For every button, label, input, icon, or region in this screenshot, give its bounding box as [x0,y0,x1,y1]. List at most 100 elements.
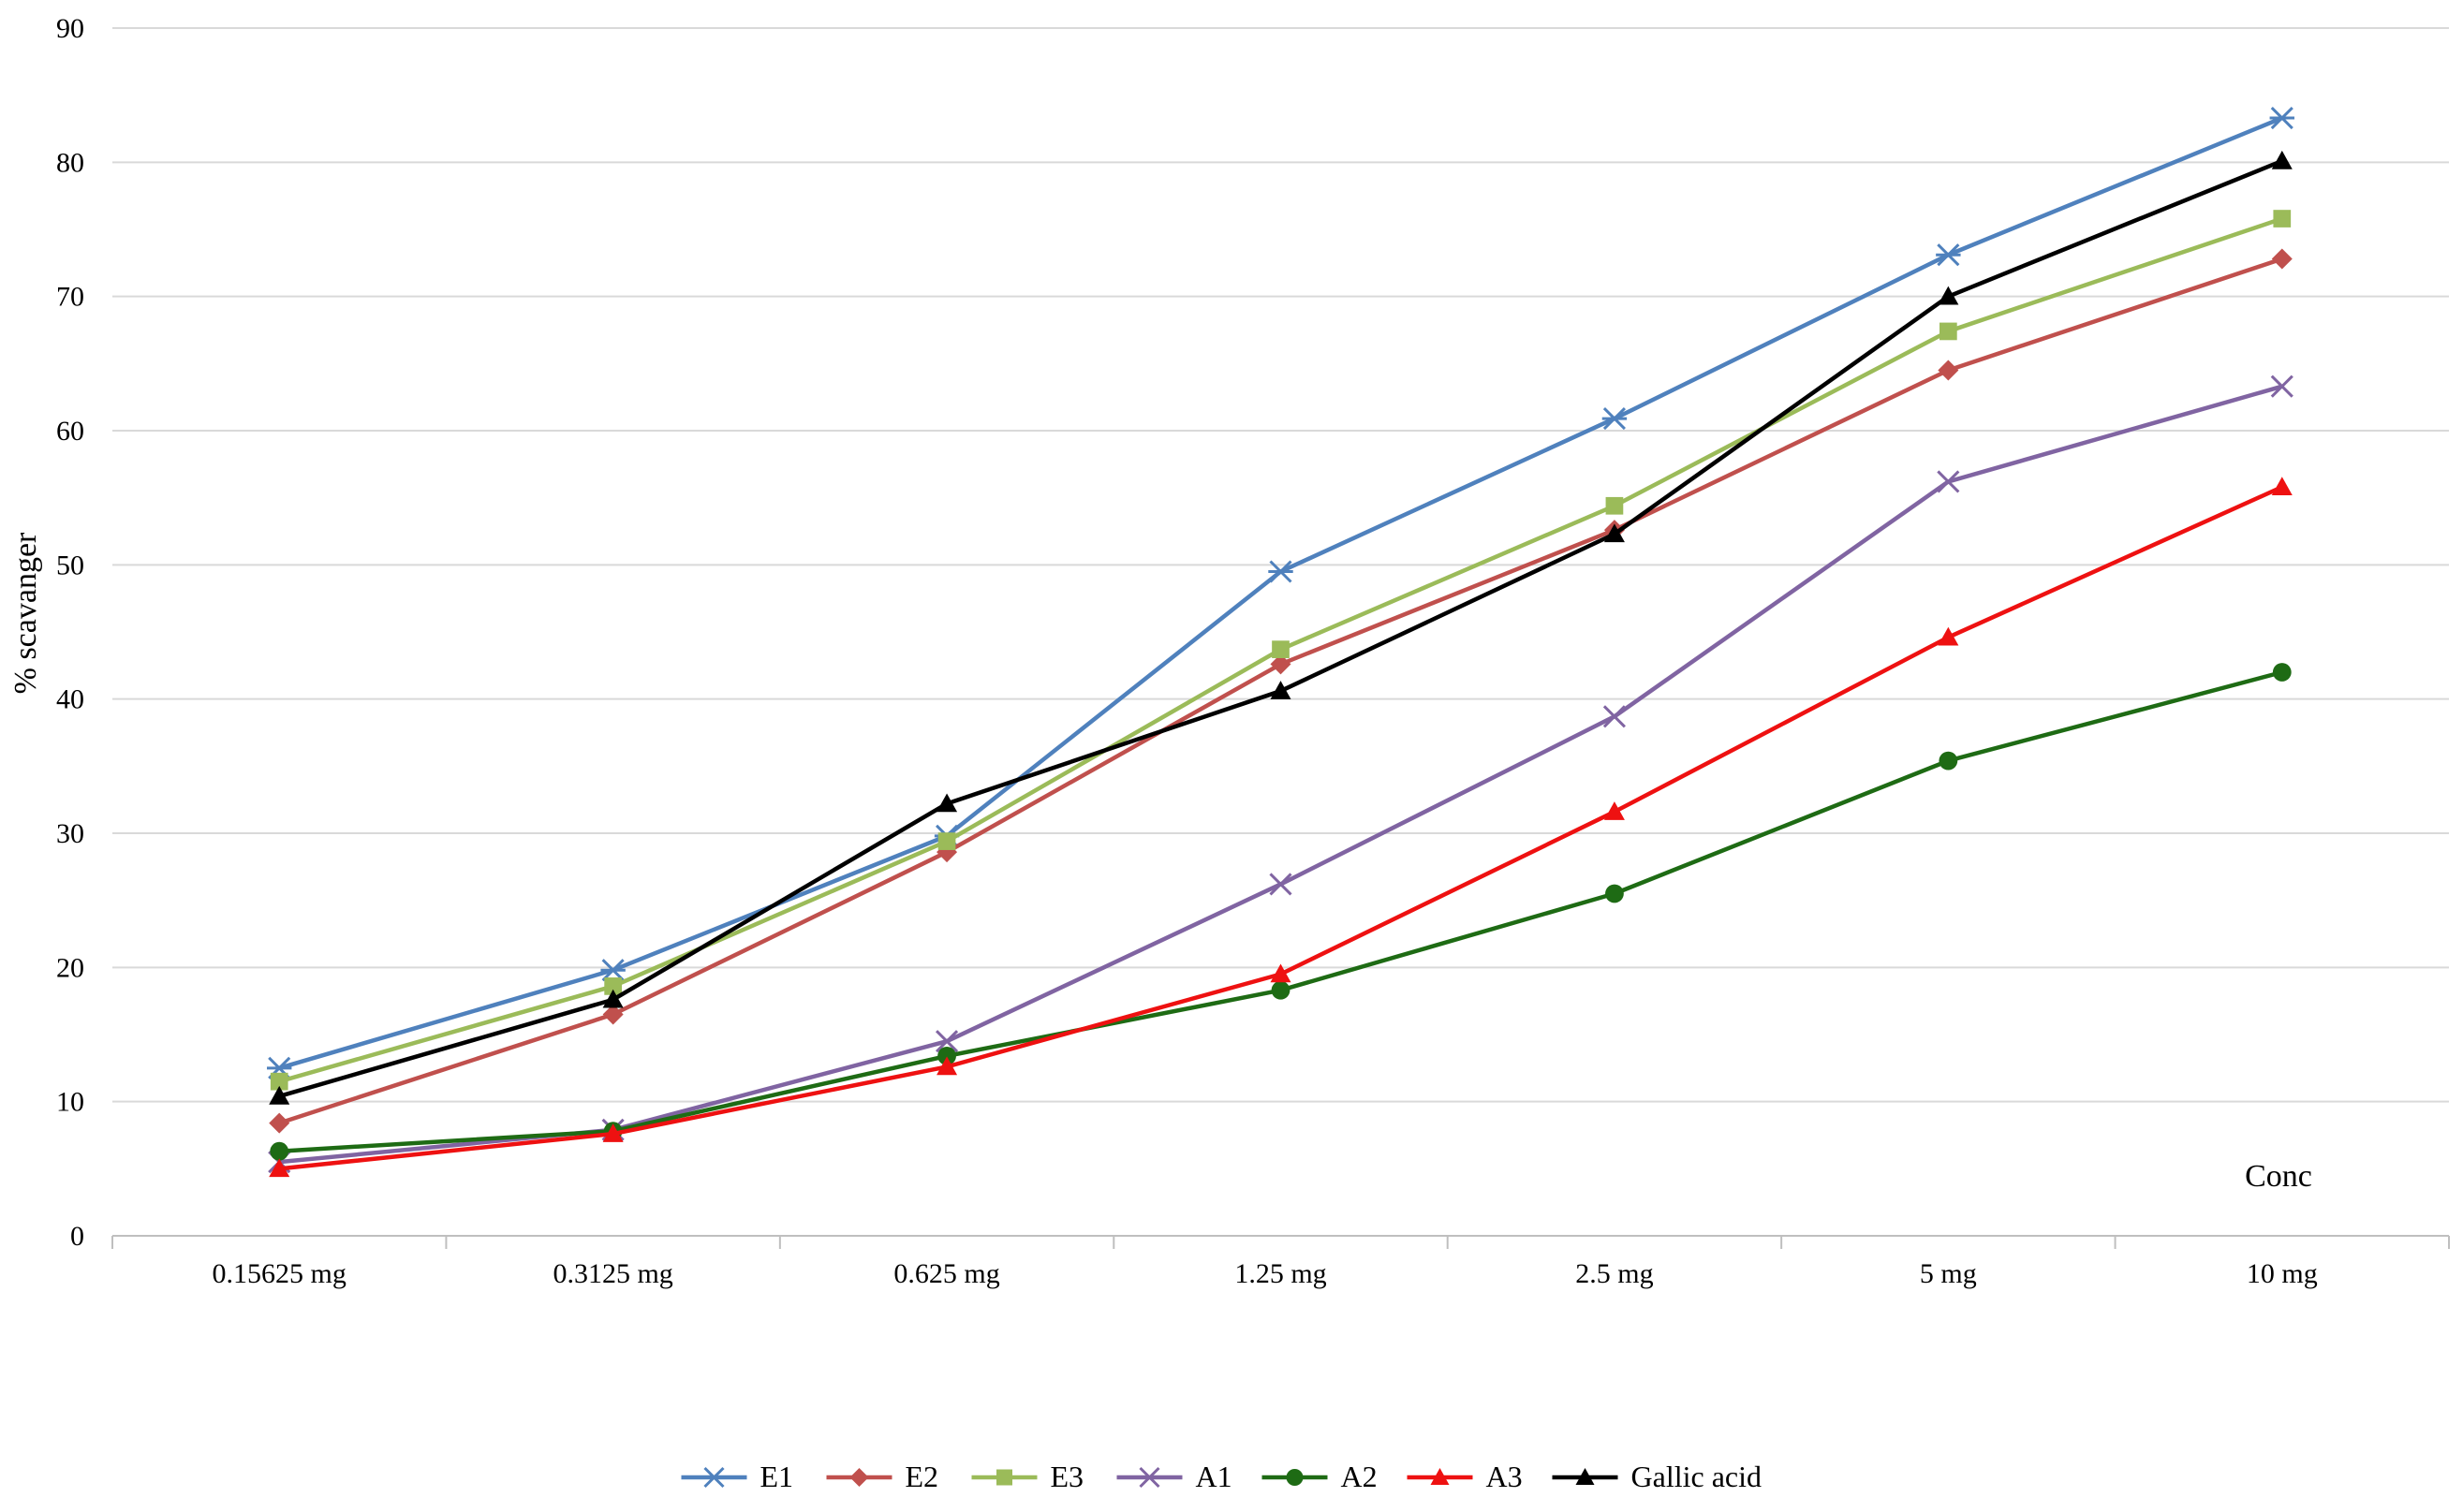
legend-label: A2 [1341,1460,1378,1493]
data-point [1270,653,1291,675]
data-point [269,1112,290,1134]
data-point [1939,322,1957,341]
data-point [1938,626,1959,646]
data-point [269,1158,290,1178]
data-point [602,989,624,1008]
data-point [1603,523,1625,543]
data-point [1939,751,1958,771]
series-gallic-acid [269,150,2293,1105]
data-point [1272,640,1290,658]
legend-item-a3: A3 [1407,1460,1523,1493]
axes: 0 10 20 30 40 50 60 70 80 90 0.15625 mg 0.3125 mg 0.… [56,13,2450,1289]
y-tick-label: 30 [56,818,84,849]
y-tick-label: 40 [56,684,84,715]
data-point [1286,1469,1304,1486]
series-a2 [270,663,2292,1161]
legend-item-e2: E2 [826,1460,939,1493]
data-point [702,1466,726,1489]
data-point [2271,150,2293,169]
x-tick-label: 0.625 mg [893,1258,999,1289]
data-point [1936,243,1961,267]
data-point [1603,801,1625,820]
data-point [602,1004,624,1025]
data-point [937,1056,958,1076]
legend: E1 E2 E3 A1 A2 A3 Gallic acid [681,1460,1762,1493]
series-a1 [268,374,2293,1174]
series-e2 [269,248,2293,1134]
axis-labels: % scavanger Conc [8,532,2312,1194]
data-point [269,1085,290,1105]
data-point [1605,496,1624,515]
data-point [1605,884,1624,903]
x-axis-title: Conc [2245,1159,2312,1194]
series-lines [267,106,2294,1178]
data-point [1139,1466,1160,1489]
data-point [2271,248,2293,270]
series-line [278,115,2283,1070]
y-axis-title: % scavanger [8,532,43,694]
data-point [1270,963,1291,983]
data-point [1268,560,1293,583]
x-tick-label: 0.3125 mg [553,1258,672,1289]
x-tick-label: 2.5 mg [1575,1258,1653,1289]
x-tick-label: 5 mg [1920,1258,1977,1289]
y-tick-label: 0 [70,1221,84,1252]
data-point [1602,705,1626,728]
data-point [2273,210,2292,228]
data-point [604,977,622,995]
y-tick-label: 20 [56,952,84,983]
data-point [1938,286,1959,305]
data-point [2269,106,2294,130]
data-point [1575,1468,1595,1485]
data-point [602,1123,624,1142]
y-tick-label: 90 [56,13,84,44]
gridlines [112,27,2449,1103]
data-point [937,832,956,850]
legend-label: A1 [1196,1460,1232,1493]
data-point [937,793,958,813]
legend-label: E2 [906,1460,939,1493]
data-point [1271,980,1290,1000]
data-point [1938,360,1959,381]
data-point [2271,477,2293,495]
data-point [2272,663,2292,682]
data-point [270,1141,289,1161]
data-point [1270,681,1291,699]
y-tick-label: 70 [56,282,84,313]
series-e1 [267,106,2294,1079]
legend-label: A3 [1486,1460,1523,1493]
series-line [278,485,2283,1171]
legend-label: Gallic acid [1631,1460,1762,1493]
data-point [849,1468,869,1487]
data-point [936,1030,959,1053]
x-tick-label: 1.25 mg [1234,1258,1326,1289]
data-point [1430,1468,1450,1485]
y-tick-label: 80 [56,147,84,178]
data-point [996,1469,1012,1486]
data-point [270,1072,288,1091]
series-a3 [269,477,2293,1178]
data-point [1269,873,1292,896]
y-tick-label: 10 [56,1087,84,1118]
legend-label: E1 [760,1460,794,1493]
x-tick-label: 0.15625 mg [213,1258,347,1289]
series-e3 [270,210,2292,1091]
legend-item-e3: E3 [971,1460,1084,1493]
data-point [600,959,626,982]
y-tick-label: 60 [56,416,84,447]
data-point [1601,407,1628,431]
legend-item-e1: E1 [681,1460,794,1493]
data-point [1937,470,1960,493]
x-tick-label: 10 mg [2247,1258,2318,1289]
legend-item-gallic-acid: Gallic acid [1552,1460,1762,1493]
legend-item-a1: A1 [1116,1460,1232,1493]
series-line [279,669,2283,1153]
series-line [278,384,2283,1165]
legend-label: E3 [1051,1460,1084,1493]
legend-item-a2: A2 [1261,1460,1378,1493]
series-line [278,158,2283,1099]
data-point [2270,374,2293,398]
y-tick-label: 50 [56,550,84,580]
